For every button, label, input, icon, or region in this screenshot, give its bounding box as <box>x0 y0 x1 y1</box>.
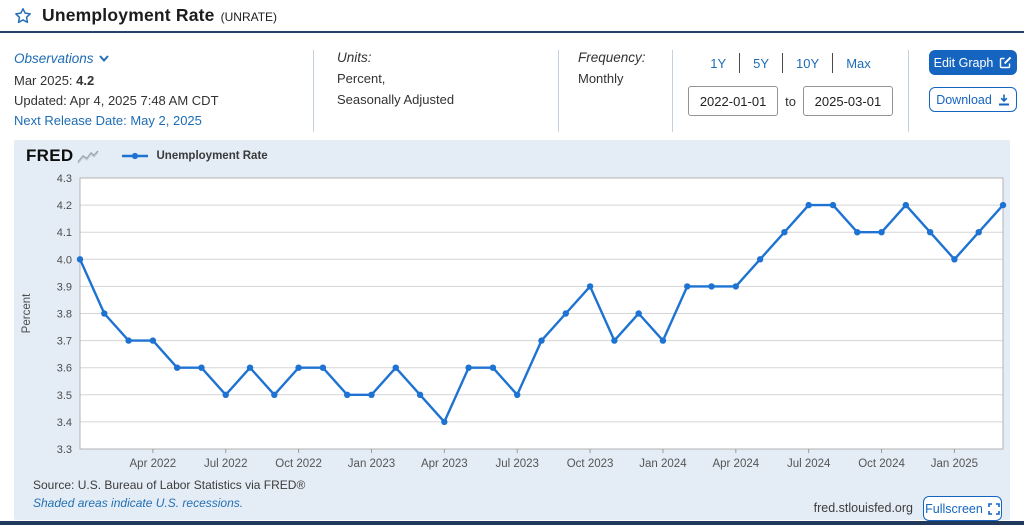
range-10y[interactable]: 10Y <box>796 55 820 71</box>
bottom-divider-bar <box>0 521 1024 525</box>
range-5y[interactable]: 5Y <box>753 55 770 71</box>
svg-text:Oct 2024: Oct 2024 <box>858 458 905 470</box>
svg-text:Jan 2024: Jan 2024 <box>639 458 687 470</box>
actions-section: Edit Graph Download <box>908 50 1024 132</box>
svg-text:4.3: 4.3 <box>57 173 72 185</box>
fullscreen-button[interactable]: Fullscreen <box>923 496 1002 521</box>
legend-marker-icon <box>122 152 149 160</box>
svg-text:Oct 2022: Oct 2022 <box>275 458 322 470</box>
range-separator <box>782 53 784 73</box>
observations-section: Observations Mar 2025: 4.2 Updated: Apr … <box>0 50 313 132</box>
svg-text:Oct 2023: Oct 2023 <box>567 458 614 470</box>
legend-item[interactable]: Unemployment Rate <box>121 150 268 162</box>
edit-pencil-icon <box>1000 56 1012 69</box>
source-note: Source: U.S. Bureau of Labor Statistics … <box>33 478 306 492</box>
frequency-label: Frequency: <box>578 50 646 65</box>
next-release-link[interactable]: Next Release Date: May 2, 2025 <box>14 113 202 128</box>
download-icon <box>998 94 1009 105</box>
svg-text:Apr 2022: Apr 2022 <box>130 458 177 470</box>
title-row: Unemployment Rate (UNRATE) <box>0 0 1024 33</box>
units-value-2: Seasonally Adjusted <box>337 92 455 107</box>
latest-value: 4.2 <box>76 73 95 88</box>
svg-text:Jan 2023: Jan 2023 <box>348 458 395 470</box>
meta-row: Observations Mar 2025: 4.2 Updated: Apr … <box>0 35 1024 138</box>
latest-observation: Mar 2025: 4.2 <box>14 73 95 88</box>
page-title: Unemployment Rate <box>42 5 215 25</box>
fullscreen-icon <box>988 502 1000 515</box>
chart-footer: Source: U.S. Bureau of Labor Statistics … <box>33 477 305 512</box>
svg-text:Percent: Percent <box>21 293 33 333</box>
svg-text:Jul 2023: Jul 2023 <box>495 458 538 470</box>
date-to-input[interactable] <box>802 86 893 116</box>
chevron-down-icon <box>98 55 109 62</box>
range-separator <box>739 53 741 73</box>
site-url: fred.stlouisfed.org <box>813 501 913 515</box>
range-max[interactable]: Max <box>846 55 871 71</box>
svg-text:3.4: 3.4 <box>57 417 72 429</box>
chart-plot[interactable]: 3.3 3.4 3.5 3.6 3.7 3.8 3.9 4.0 4.1 4.2 4.3 Apr 202… <box>14 168 1010 476</box>
observations-dropdown[interactable]: Observations <box>14 51 109 66</box>
legend-label: Unemployment Rate <box>156 150 268 162</box>
favorite-star-icon[interactable] <box>14 7 32 25</box>
svg-text:3.5: 3.5 <box>57 390 72 402</box>
svg-text:4.2: 4.2 <box>57 200 72 212</box>
date-from-input[interactable] <box>688 86 779 116</box>
svg-text:Jul 2024: Jul 2024 <box>787 458 831 470</box>
svg-text:3.9: 3.9 <box>57 281 72 293</box>
edit-graph-button[interactable]: Edit Graph <box>929 50 1017 75</box>
svg-text:Apr 2023: Apr 2023 <box>421 458 468 470</box>
to-label: to <box>785 93 796 109</box>
download-button[interactable]: Download <box>929 87 1017 112</box>
svg-text:3.6: 3.6 <box>57 363 72 375</box>
chart-card: FRED Unemployment Rate 3.3 3.4 3.5 3.6 3.7 3.… <box>14 140 1010 521</box>
svg-text:3.3: 3.3 <box>57 444 72 456</box>
units-section: Units: Percent, Seasonally Adjusted <box>313 50 558 132</box>
observations-label: Observations <box>14 51 94 66</box>
svg-text:Jul 2022: Jul 2022 <box>204 458 247 470</box>
range-separator <box>832 53 834 73</box>
frequency-value: Monthly <box>578 71 624 86</box>
svg-text:4.0: 4.0 <box>57 254 72 266</box>
sparkline-icon <box>77 149 100 164</box>
recessions-link[interactable]: Shaded areas indicate U.S. recessions. <box>33 495 244 510</box>
fred-logo[interactable]: FRED <box>26 146 74 165</box>
range-1y[interactable]: 1Y <box>710 55 727 71</box>
date-inputs: to <box>688 86 893 116</box>
svg-text:Apr 2024: Apr 2024 <box>712 458 759 470</box>
units-value-1: Percent, <box>337 71 386 86</box>
frequency-section: Frequency: Monthly <box>558 50 672 132</box>
svg-text:3.7: 3.7 <box>57 336 72 348</box>
series-id: (UNRATE) <box>220 10 278 24</box>
units-label: Units: <box>337 50 372 65</box>
updated-timestamp: Updated: Apr 4, 2025 7:48 AM CDT <box>14 93 219 108</box>
chart-header: FRED Unemployment Rate <box>26 145 268 167</box>
svg-text:4.1: 4.1 <box>57 227 72 239</box>
date-range-section: 1Y 5Y 10Y Max to <box>672 50 908 132</box>
svg-text:Jan 2025: Jan 2025 <box>931 458 978 470</box>
svg-text:3.8: 3.8 <box>57 309 72 321</box>
range-links: 1Y 5Y 10Y Max <box>708 53 873 73</box>
